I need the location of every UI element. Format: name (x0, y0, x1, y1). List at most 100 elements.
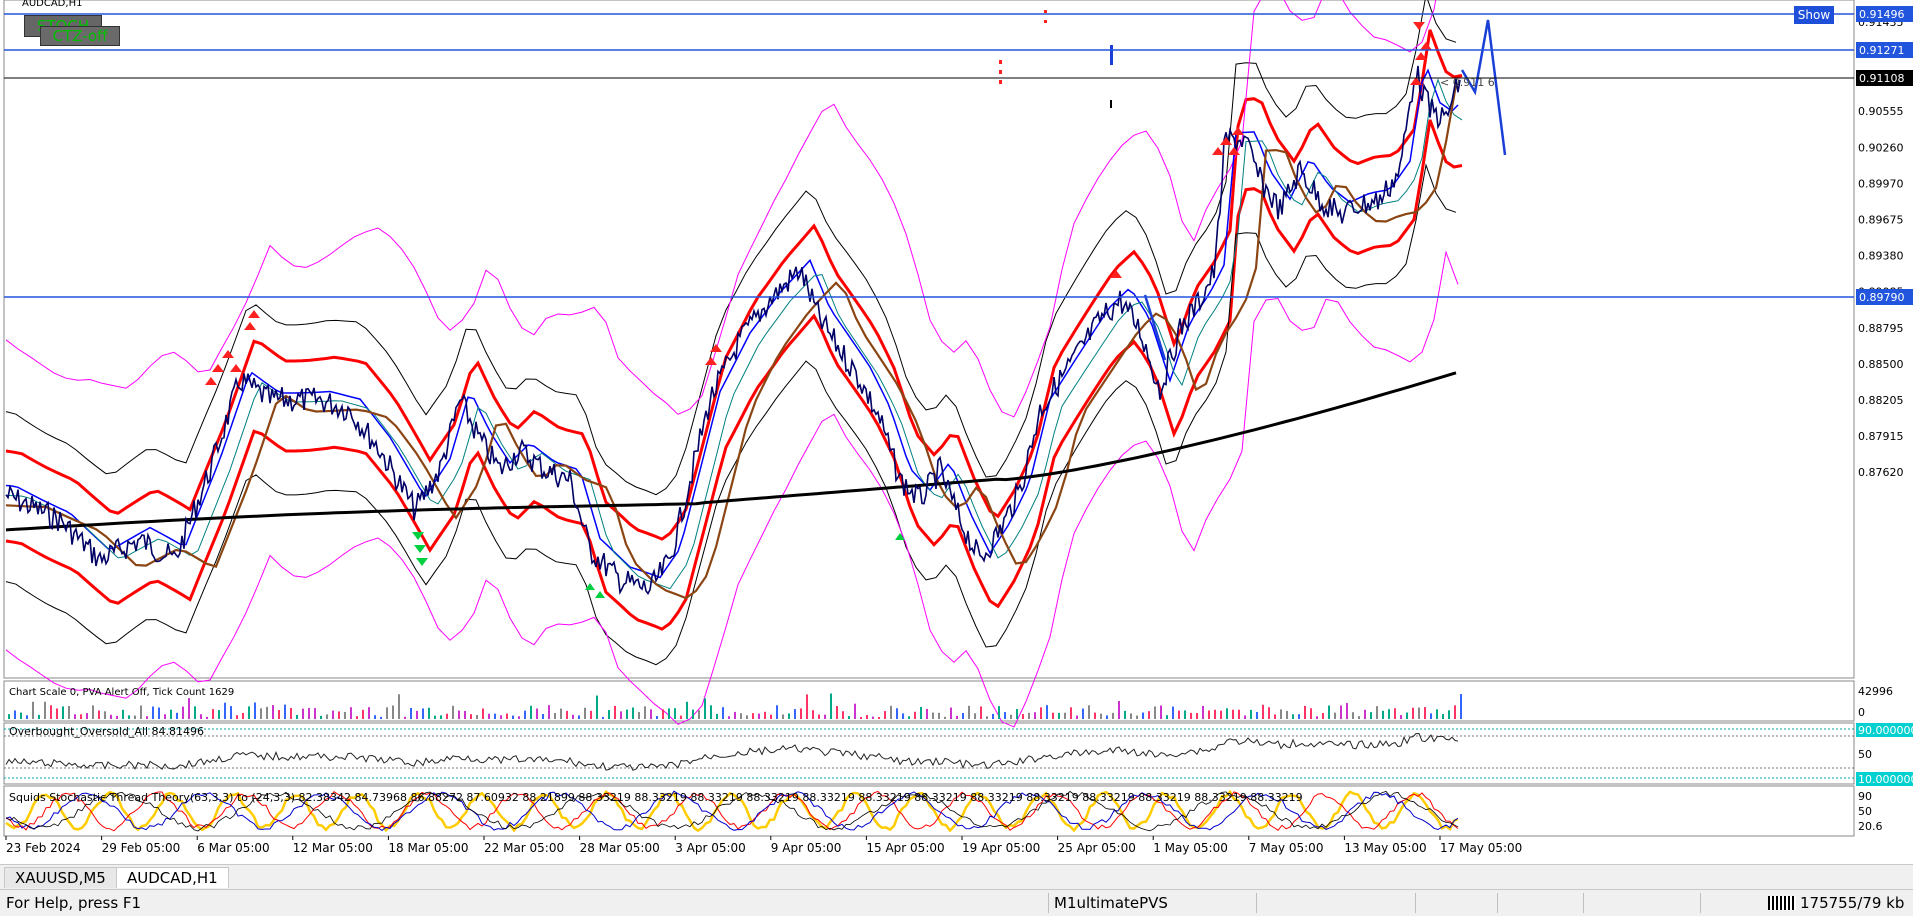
price-axis-label: 0.88205 (1858, 394, 1904, 407)
volume-bar (548, 705, 550, 719)
volume-bar (32, 701, 34, 719)
volume-bar (518, 716, 520, 719)
volume-bar (1400, 715, 1402, 719)
volume-bar (446, 713, 448, 719)
volume-bar (530, 705, 532, 719)
forecast-projection (1460, 19, 1507, 156)
volume-bar (1430, 713, 1432, 719)
time-axis-label: 15 Apr 05:00 (866, 841, 944, 855)
volume-bar (1148, 711, 1150, 719)
price-axis-label: 0.89675 (1858, 214, 1904, 227)
volume-bar (80, 714, 82, 719)
ma-mid-line (5, 84, 1458, 600)
volume-bar (470, 714, 472, 719)
price-tag-bg (1856, 42, 1913, 58)
price-annotation: < 0.911 6 (1440, 76, 1495, 89)
price-tag: 0.89790 (1859, 291, 1905, 304)
price-tag: 0.91108 (1859, 72, 1905, 85)
volume-bar (278, 710, 280, 719)
volume-panel[interactable] (3, 680, 1855, 722)
time-axis-label: 29 Feb 05:00 (102, 841, 181, 855)
time-axis-label: 1 May 05:00 (1153, 841, 1228, 855)
osc-panel[interactable] (3, 722, 1855, 785)
volume-bar (1280, 709, 1282, 719)
volume-bar (878, 716, 880, 719)
volume-bar (674, 708, 676, 719)
volume-bar (554, 713, 556, 719)
volume-bar (1292, 714, 1294, 719)
osc-tag-top: 90.000000 (1858, 724, 1913, 737)
volume-bar (776, 705, 778, 719)
volume-bar (704, 698, 706, 719)
volume-bar (1190, 712, 1192, 719)
tab-xauusd-m5[interactable]: XAUUSD,M5 (4, 867, 117, 888)
time-axis-label: 25 Apr 05:00 (1058, 841, 1136, 855)
tab-audcad-h1[interactable]: AUDCAD,H1 (116, 867, 229, 888)
volume-bar (1118, 701, 1120, 719)
price-axis-label: 0.87620 (1858, 466, 1904, 479)
volume-bar (410, 707, 412, 719)
show-button[interactable]: Show (1794, 6, 1834, 24)
volume-bar (1088, 705, 1090, 719)
volume-bar (1256, 711, 1258, 719)
volume-bar (218, 710, 220, 719)
volume-bar (1016, 709, 1018, 719)
volume-bar (344, 711, 346, 719)
volume-bar (692, 709, 694, 719)
volume-bar (1208, 710, 1210, 719)
volume-bar (1070, 707, 1072, 719)
volume-bar (242, 712, 244, 719)
volume-bar (602, 716, 604, 719)
time-axis-label: 17 May 05:00 (1440, 841, 1522, 855)
main-chart[interactable]: < 0.911 6 Chart Scale 0, PVA Alert Off, … (0, 0, 1913, 860)
envelope-lower (5, 119, 1463, 631)
volume-bar (1040, 707, 1042, 719)
time-axis-label: 19 Apr 05:00 (962, 841, 1040, 855)
volume-bar (572, 714, 574, 719)
volume-bar (770, 714, 772, 719)
volume-bar (944, 716, 946, 719)
volume-bar (914, 711, 916, 719)
stoch-scale-90: 90 (1858, 790, 1872, 803)
volume-bar (1142, 712, 1144, 719)
volume-bar (1286, 710, 1288, 719)
ma-teal-line (5, 78, 1463, 590)
volume-bar (1184, 710, 1186, 719)
volume-bar (1364, 709, 1366, 719)
volume-bar (608, 710, 610, 719)
time-axis-label: 22 Mar 05:00 (484, 841, 564, 855)
price-panel[interactable] (3, 0, 1855, 679)
volume-bar (926, 708, 928, 719)
volume-bar (1310, 708, 1312, 719)
volume-bar (668, 708, 670, 719)
volume-bar (1442, 713, 1444, 719)
blue-swing-mark (1143, 294, 1167, 361)
volume-bar (620, 711, 622, 719)
volume-bar (794, 709, 796, 719)
bollinger-outer-lower (5, 250, 1459, 728)
volume-bar (248, 706, 250, 719)
volume-bar (1166, 715, 1168, 719)
stoch-lines (5, 789, 1459, 833)
volume-bar (1340, 705, 1342, 719)
volume-bar (1112, 712, 1114, 719)
volume-bar (266, 706, 268, 719)
volume-bar (1274, 714, 1276, 719)
osc-tag-top-bg (1856, 723, 1913, 737)
volume-bar (320, 715, 322, 719)
ctz-button[interactable]: CTZ-off (40, 26, 120, 46)
volume-bar (452, 705, 454, 719)
stoch-line (5, 789, 1459, 833)
volume-bar (734, 711, 736, 719)
volume-bar (1370, 712, 1372, 719)
volume-bar (440, 715, 442, 719)
volume-bar (398, 694, 400, 719)
status-help: For Help, press F1 (6, 894, 142, 912)
volume-bar (938, 712, 940, 719)
price-tag: 0.91271 (1859, 44, 1905, 57)
volume-bar (956, 715, 958, 719)
volume-bar (782, 714, 784, 719)
volume-bar (356, 716, 358, 719)
volume-bar (950, 707, 952, 719)
osc-mid-label: 50 (1858, 748, 1872, 761)
